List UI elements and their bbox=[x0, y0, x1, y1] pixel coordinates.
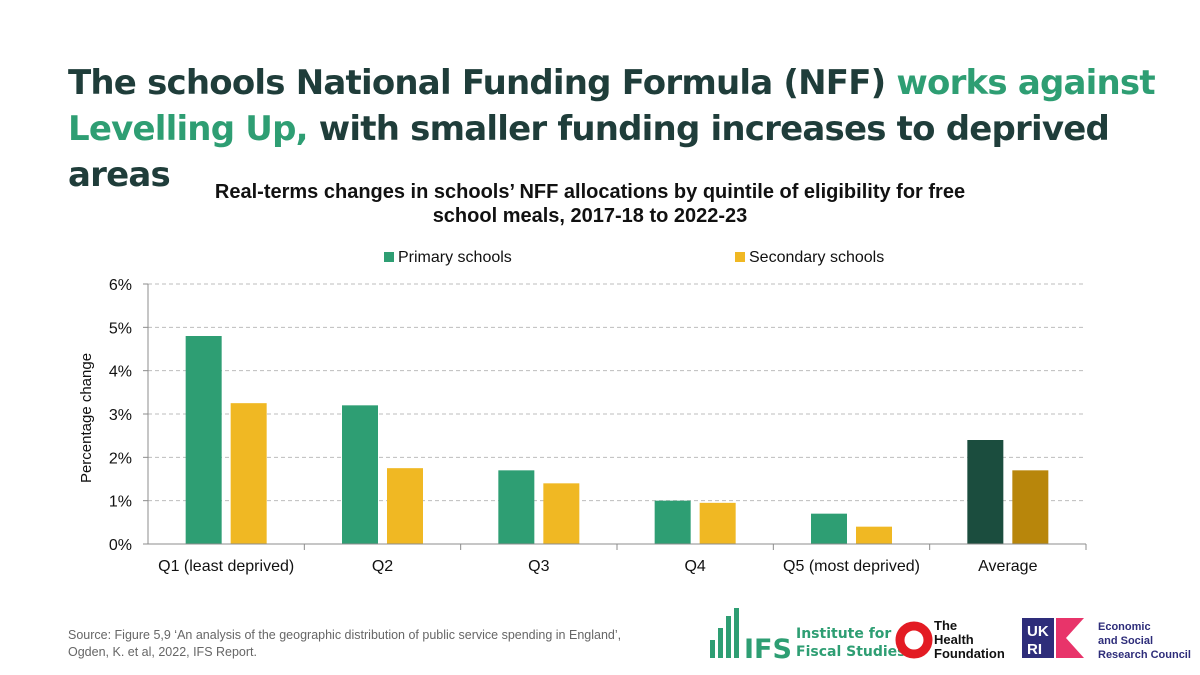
esrc-line3: Research Council bbox=[1098, 649, 1191, 661]
source-note: Source: Figure 5,9 ‘An analysis of the g… bbox=[68, 627, 708, 661]
chart-title-line1: Real-terms changes in schools’ NFF alloc… bbox=[214, 181, 966, 203]
headline: The schools National Funding Formula (NF… bbox=[68, 60, 1158, 198]
ifs-logo: IFS Institute for Fiscal Studies bbox=[710, 608, 906, 665]
x-tick-label: Q4 bbox=[684, 558, 705, 575]
health-foundation-logo: The Health Foundation bbox=[895, 618, 1005, 661]
bar-secondary bbox=[699, 502, 736, 544]
legend-swatch bbox=[735, 252, 745, 262]
ukri-badge: UK RI bbox=[1022, 618, 1054, 658]
y-tick-label: 2% bbox=[109, 450, 132, 467]
x-tick-label: Q2 bbox=[372, 558, 393, 575]
bar-primary bbox=[654, 500, 691, 544]
y-tick-label: 4% bbox=[109, 364, 132, 381]
bar-secondary bbox=[856, 526, 892, 544]
headline-part1: The schools National Funding Formula (NF… bbox=[68, 63, 897, 103]
bar-secondary bbox=[1012, 470, 1049, 544]
health-line1: The bbox=[934, 618, 957, 633]
esrc-line1: Economic bbox=[1098, 621, 1151, 633]
x-tick-label: Q1 (least deprived) bbox=[158, 558, 294, 575]
x-tick-label: Q5 (most deprived) bbox=[783, 558, 920, 575]
chart-title-line2: school meals, 2017-18 to 2022-23 bbox=[432, 205, 748, 227]
bar-secondary bbox=[543, 483, 580, 544]
y-tick-label: 3% bbox=[109, 407, 132, 424]
bar-primary bbox=[811, 513, 847, 544]
health-line3: Foundation bbox=[934, 646, 1005, 661]
ukri-arrow-icon bbox=[1056, 618, 1084, 658]
chart-legend: Primary schools Secondary schools bbox=[384, 249, 884, 266]
source-line1: Source: Figure 5,9 ‘An analysis of the g… bbox=[68, 628, 622, 642]
ifs-name-line2: Fiscal Studies bbox=[796, 644, 906, 660]
bar-chart: 0% 1% 2% 3% 4% 5% 6% Q1 (least deprived) Q2 Q3 Q4… bbox=[78, 249, 1087, 575]
y-tick-label: 0% bbox=[109, 537, 132, 554]
headline-highlight: works against Levelling Up, bbox=[68, 63, 1156, 149]
ifs-logo-text: IFS bbox=[744, 634, 792, 665]
health-ring-icon bbox=[895, 621, 933, 659]
bar-secondary bbox=[387, 468, 423, 544]
ifs-bars-icon bbox=[710, 608, 739, 658]
esrc-line2: and Social bbox=[1098, 635, 1153, 647]
legend-swatch bbox=[384, 252, 394, 262]
bar-primary bbox=[185, 336, 222, 544]
y-tick-label: 6% bbox=[109, 277, 132, 294]
esrc-logo: UK RI Economic and Social Research Counc… bbox=[1022, 618, 1191, 661]
bar-secondary bbox=[230, 403, 267, 544]
y-tick-label: 5% bbox=[109, 320, 132, 337]
bar-primary bbox=[498, 470, 535, 544]
x-tick-labels: Q1 (least deprived) Q2 Q3 Q4 Q5 (most depriv… bbox=[158, 558, 1037, 575]
headline-part2: with smaller funding increases to depriv… bbox=[68, 109, 1110, 195]
logos: IFS Institute for Fiscal Studies The Hea… bbox=[710, 608, 1191, 665]
y-axis-label: Percentage change bbox=[78, 353, 95, 483]
y-tick-label: 1% bbox=[109, 494, 132, 511]
ukri-badge-bottom: RI bbox=[1027, 641, 1042, 658]
chart-axes bbox=[143, 283, 1087, 550]
source-line2: Ogden, K. et al, 2022, IFS Report. bbox=[68, 645, 257, 659]
legend-label: Primary schools bbox=[398, 249, 512, 266]
ukri-badge-top: UK bbox=[1027, 623, 1049, 640]
health-line2: Health bbox=[934, 632, 974, 647]
ifs-name-line1: Institute for bbox=[796, 626, 891, 642]
chart-bars bbox=[185, 336, 1049, 544]
x-tick-label: Q3 bbox=[528, 558, 549, 575]
x-tick-label: Average bbox=[978, 558, 1037, 575]
bar-primary bbox=[967, 440, 1004, 544]
chart-gridlines bbox=[148, 283, 1086, 502]
y-tick-labels: 0% 1% 2% 3% 4% 5% 6% bbox=[109, 277, 132, 554]
legend-label: Secondary schools bbox=[749, 249, 884, 266]
bar-primary bbox=[342, 405, 378, 544]
chart-title: Real-terms changes in schools’ NFF alloc… bbox=[120, 180, 1060, 228]
